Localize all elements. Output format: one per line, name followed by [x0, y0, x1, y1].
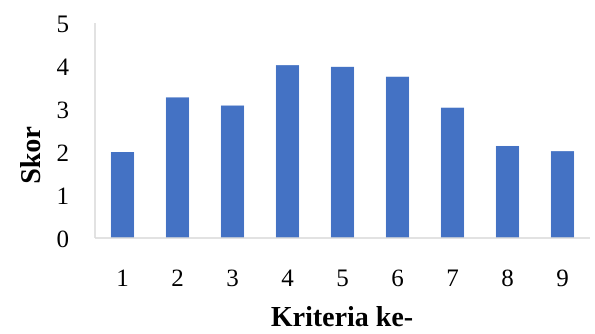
- x-tick-label: 8: [501, 265, 514, 292]
- y-tick-label: 3: [57, 97, 70, 124]
- x-tick-label: 9: [556, 265, 569, 292]
- bar-6: [385, 76, 410, 238]
- y-tick-label: 1: [57, 183, 70, 210]
- y-tick-label: 2: [57, 140, 70, 167]
- y-tick-label: 0: [57, 226, 70, 253]
- x-tick-label: 3: [226, 265, 239, 292]
- x-tick-label: 1: [116, 265, 129, 292]
- y-axis-title: Skor: [16, 126, 47, 184]
- bar-3: [220, 105, 245, 238]
- x-tick-label: 2: [171, 265, 184, 292]
- bars-group: [110, 65, 575, 239]
- bar-4: [275, 65, 300, 238]
- bar-2: [165, 97, 190, 238]
- bar-1: [110, 152, 135, 238]
- x-tick-label: 6: [391, 265, 404, 292]
- x-tick-label: 4: [281, 265, 294, 292]
- x-axis-title: Kriteria ke-: [271, 302, 413, 333]
- y-tick-label: 4: [57, 54, 70, 81]
- bar-7: [440, 107, 465, 239]
- bar-8: [495, 145, 520, 238]
- bar-5: [330, 66, 355, 238]
- x-tick-label: 7: [446, 265, 459, 292]
- y-tick-label: 5: [57, 11, 70, 38]
- y-tick-labels: 0 1 2 3 4 5: [57, 11, 70, 253]
- x-tick-labels: 1 2 3 4 5 6 7 8 9: [116, 265, 569, 292]
- x-tick-label: 5: [336, 265, 349, 292]
- bar-9: [550, 151, 575, 238]
